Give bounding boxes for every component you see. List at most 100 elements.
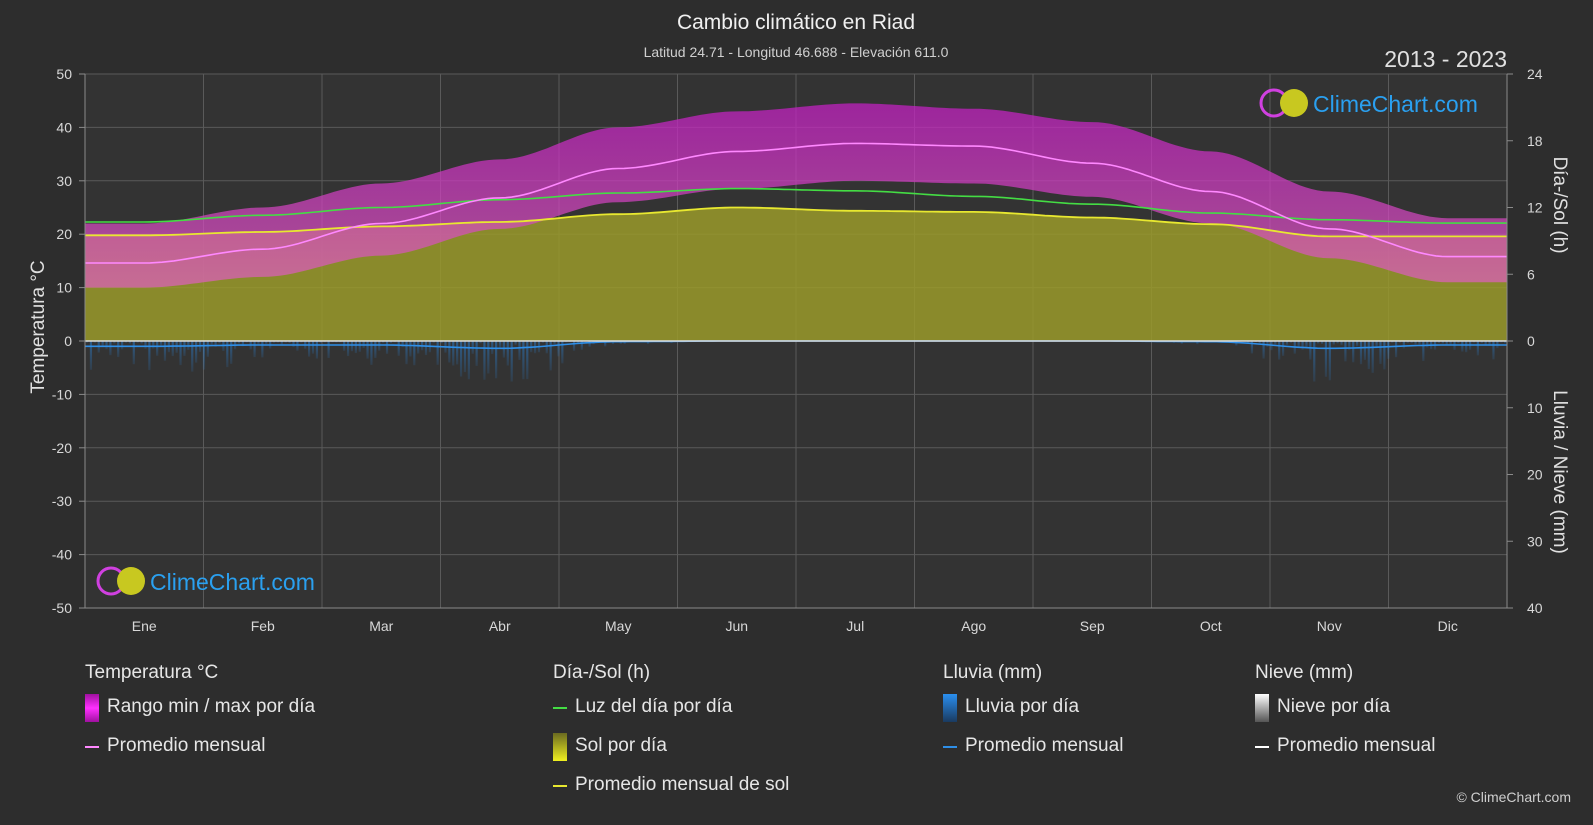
rain-day-bar: [276, 341, 280, 343]
legend-swatch: [943, 694, 957, 722]
rain-day-bar: [350, 341, 354, 352]
rain-day-bar: [1348, 341, 1351, 351]
rain-day-bar: [1317, 341, 1320, 344]
logo-top: ClimeChart.com: [1259, 88, 1478, 118]
rain-day-bar: [1285, 341, 1289, 345]
rain-day-bar: [1379, 341, 1382, 364]
rain-day-bar: [1426, 341, 1429, 348]
rain-day-bar: [382, 341, 385, 343]
rain-day-bar: [576, 341, 580, 344]
right-top-tick-label: 6: [1527, 266, 1535, 282]
rain-day-bar: [1437, 341, 1441, 344]
rain-day-bar: [210, 341, 213, 345]
rain-day-bar: [1414, 341, 1417, 345]
legend-group-sun: Día-/Sol (h) Luz del día por día Sol por…: [553, 662, 789, 813]
left-tick-label: 10: [56, 280, 72, 296]
rain-day-bar: [1344, 341, 1347, 362]
rain-day-bar: [1278, 341, 1281, 360]
month-label: Feb: [251, 618, 275, 634]
rain-day-bar: [385, 341, 389, 354]
rain-day-bar: [1492, 341, 1495, 360]
legend-swatch: [85, 694, 99, 722]
logo-top-text: ClimeChart.com: [1313, 91, 1478, 117]
rain-day-bar: [1402, 341, 1405, 349]
year-range: 2013 - 2023: [1384, 46, 1507, 72]
legend-group-temperature: Temperatura °C Rango min / max por día P…: [85, 662, 315, 774]
legend-swatch: [553, 785, 567, 787]
rain-day-bar: [195, 341, 198, 363]
rain-day-bar: [1180, 341, 1183, 344]
legend-item: Promedio mensual: [85, 735, 315, 774]
rain-day-bar: [514, 341, 517, 345]
rain-day-bar: [405, 341, 408, 365]
rain-day-bar: [459, 341, 463, 377]
rain-day-bar: [156, 341, 159, 356]
rain-day-bar: [456, 341, 459, 365]
legend-label: Rango min / max por día: [107, 696, 316, 717]
rain-day-bar: [101, 341, 104, 348]
rain-day-bar: [1320, 341, 1324, 345]
legend-item: Rango min / max por día: [85, 694, 316, 735]
rain-day-bar: [1363, 341, 1366, 360]
month-label: Dic: [1438, 618, 1458, 634]
rain-day-bar: [557, 341, 560, 357]
rain-day-bar: [1371, 341, 1374, 373]
rain-day-bar: [319, 341, 322, 343]
rain-day-bar: [261, 341, 264, 358]
rain-day-bar: [502, 341, 506, 358]
left-axis-label: Temperatura °C: [28, 260, 49, 393]
rain-day-bar: [1398, 341, 1402, 343]
rain-day-bar: [1305, 341, 1308, 349]
rain-day-bar: [230, 341, 233, 364]
rain-day-bar: [183, 341, 186, 356]
rain-day-bar: [479, 341, 482, 344]
legend-item: Nieve por día: [1255, 694, 1435, 735]
rain-day-bar: [518, 341, 521, 360]
rain-day-bar: [253, 341, 256, 358]
rain-day-bar: [1352, 341, 1355, 363]
rain-day-bar: [1258, 341, 1261, 344]
rain-day-bar: [1441, 341, 1444, 344]
rain-day-bar: [549, 341, 552, 371]
legend-item: Lluvia por día: [943, 694, 1123, 735]
rain-day-bar: [105, 341, 108, 350]
left-tick-label: -10: [52, 386, 72, 402]
chart-text: Cambio climático en Riad Latitud 24.71 -…: [28, 11, 1570, 554]
rain-day-bar: [545, 341, 548, 354]
climate-chart: 50 40 30 20 10 0 -10 -20 -30 -40 -50 24 18 12 6 0 10 20 30…: [28, 11, 1570, 634]
rain-day-bar: [1488, 341, 1491, 346]
rain-day-bar: [498, 341, 502, 349]
rain-day-bar: [1422, 341, 1425, 361]
legend-item: Promedio mensual de sol: [553, 774, 789, 813]
right-axis-top-label: Día-/Sol (h): [1549, 156, 1570, 253]
rain-day-bar: [296, 341, 299, 351]
temperature-avg-line: [85, 142, 1507, 264]
logo-sun-icon: [1280, 89, 1308, 117]
month-label: Abr: [489, 618, 511, 634]
rain-day-bar: [370, 341, 373, 365]
rain-day-bar: [1340, 341, 1343, 346]
rain-day-bar: [1336, 341, 1339, 344]
rain-day-bar: [1461, 341, 1464, 352]
rain-day-bar: [315, 341, 319, 359]
month-label: Ene: [132, 618, 157, 634]
logo-bottom: ClimeChart.com: [96, 566, 315, 596]
rain-day-bar: [378, 341, 381, 351]
rain-day-bar: [1196, 341, 1199, 345]
legend-label: Promedio mensual de sol: [575, 774, 790, 795]
rain-day-bar: [1418, 341, 1421, 345]
sunshine-avg-line: [85, 206, 1507, 238]
rain-day-bar: [124, 341, 128, 343]
rain-day-bar: [1391, 341, 1394, 343]
rain-day-bar: [1281, 341, 1285, 356]
rain-day-bar: [300, 341, 303, 343]
legend-item: Promedio mensual: [1255, 735, 1435, 774]
legend-label: Promedio mensual: [1277, 735, 1436, 756]
rain-day-bar: [487, 341, 490, 374]
temperature-range-path: [85, 103, 1507, 288]
rain-day-bar: [179, 341, 182, 366]
month-label: Jul: [846, 618, 864, 634]
rain-day-bar: [1235, 341, 1238, 346]
rain-day-bar: [1476, 341, 1479, 356]
rain-day-bar: [1246, 341, 1250, 343]
